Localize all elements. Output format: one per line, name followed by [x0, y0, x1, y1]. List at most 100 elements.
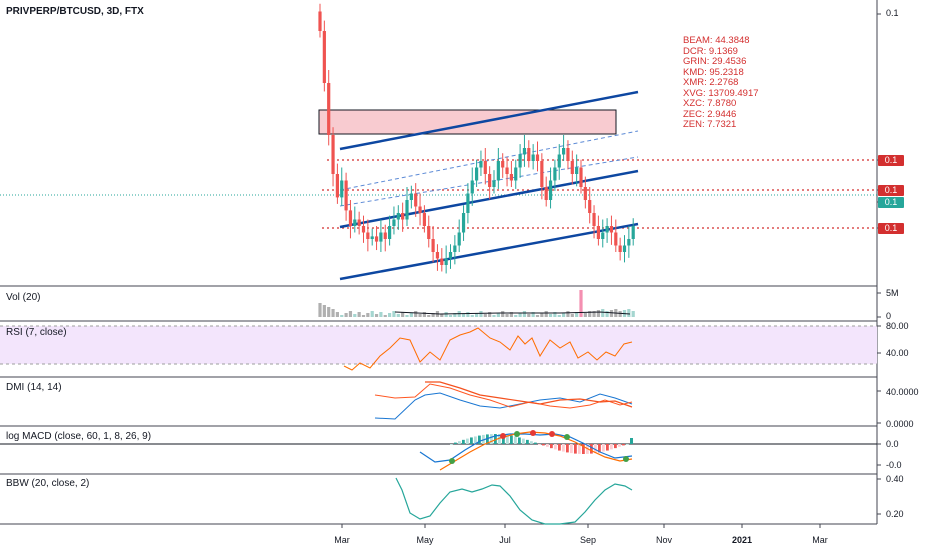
candle-body	[318, 11, 322, 31]
candle-body	[514, 167, 518, 181]
volume-ma-line	[394, 311, 631, 315]
price-tag-current: 0.1	[878, 197, 904, 208]
candle-body	[353, 219, 357, 226]
volume-bar	[605, 311, 609, 317]
candle-body	[492, 180, 496, 187]
candle-body	[392, 219, 396, 226]
volume-bar	[422, 312, 426, 317]
volume-bar	[631, 311, 635, 317]
volume-bar	[392, 311, 396, 317]
volume-bar	[461, 314, 466, 317]
macd-cross-marker	[549, 431, 555, 437]
annotation-line: XZC: 7.8780	[683, 98, 737, 109]
candle-body	[475, 167, 479, 181]
candle-body	[440, 258, 444, 265]
macd-histogram-bar	[466, 438, 469, 444]
volume-bar	[414, 311, 418, 317]
candle-body	[548, 180, 553, 200]
supply-zone-box	[318, 109, 617, 135]
macd-line	[419, 433, 633, 463]
volume-bar	[318, 303, 322, 317]
candle-body	[322, 31, 326, 83]
macd-histogram-bar	[574, 444, 577, 454]
time-axis-label-may: May	[416, 535, 434, 545]
volume-bar	[540, 313, 544, 317]
time-axis-label-2021: 2021	[731, 535, 753, 545]
macd-histogram-bar	[566, 444, 569, 453]
candle-body	[335, 174, 339, 198]
volume-bar	[548, 314, 553, 317]
macd-cross-marker	[623, 456, 629, 462]
price-axis-top-label: 0.1	[886, 8, 899, 18]
macd-cross-marker	[530, 430, 536, 436]
annotation-line: ZEC: 2.9446	[683, 108, 737, 120]
time-axis-label-mar-2021: Mar	[812, 535, 828, 545]
vol-axis-label-high: 5M	[886, 288, 899, 298]
candle-body	[340, 180, 344, 198]
macd-histogram-bar	[514, 436, 517, 444]
macd-cross-marker	[500, 433, 506, 439]
candle-body	[470, 180, 474, 194]
macd-histogram-bar	[458, 441, 461, 444]
vol-axis-label-low: 0	[886, 311, 892, 321]
rsi-axis-label-low: 40.00	[886, 348, 909, 358]
candle-body	[618, 245, 622, 252]
annotation-line: KMD: 95.2318	[683, 66, 744, 78]
candle-body	[579, 167, 583, 187]
volume-bar	[522, 311, 527, 317]
price-tag-level-3: 0.1	[878, 223, 904, 234]
candle-body	[592, 213, 596, 226]
annotation-line: DCR: 9.1369	[683, 45, 738, 57]
volume-bar	[340, 315, 344, 317]
macd-histogram-bar	[582, 444, 585, 454]
macd-histogram-bar	[590, 444, 593, 454]
volume-bar	[553, 312, 557, 317]
vol-pane-title: Vol (20)	[6, 292, 41, 303]
candle-body	[553, 167, 557, 181]
volume-bar	[448, 315, 453, 317]
candle-body	[431, 239, 435, 252]
symbol-title: PRIVPERP/BTCUSD, 3D, FTX	[6, 6, 144, 17]
macd-histogram-bar	[534, 442, 537, 444]
macd-histogram-bar	[618, 444, 621, 447]
candle-body	[583, 187, 587, 200]
volume-bar	[527, 314, 531, 317]
candle-body	[522, 148, 527, 155]
candle-body	[535, 154, 540, 161]
volume-bar	[509, 312, 513, 317]
macd-histogram-bar	[486, 434, 489, 444]
candle-body	[540, 161, 544, 187]
channel-lower-line	[339, 222, 639, 281]
candle-body	[605, 226, 609, 233]
volume-bar	[427, 315, 431, 317]
dmi-axis-label-low: 0.0000	[886, 419, 914, 429]
channel-dashed-upper	[339, 130, 639, 191]
candle-body	[453, 245, 457, 252]
volume-bar	[466, 312, 470, 317]
candle-body	[383, 232, 387, 239]
macd-histogram-bar	[490, 434, 493, 444]
volume-bar	[331, 309, 335, 317]
macd-histogram-bar	[538, 444, 541, 445]
candle-body	[627, 239, 631, 246]
candle-body	[370, 236, 374, 239]
bbw-pane-title: BBW (20, close, 2)	[6, 478, 90, 489]
candle-body	[588, 200, 592, 213]
candle-body	[409, 193, 413, 200]
candle-body	[601, 232, 605, 239]
macd-histogram-bar	[570, 444, 573, 454]
volume-bar	[588, 311, 592, 317]
candle-body	[366, 232, 370, 239]
candle-body	[505, 167, 509, 174]
price-tag-level-2: 0.1	[878, 185, 904, 196]
volume-bar	[505, 314, 509, 317]
macd-histogram-bar	[462, 439, 465, 444]
macd-histogram-bar	[450, 444, 453, 445]
volume-bar	[409, 313, 413, 317]
volume-bar	[370, 311, 374, 317]
macd-cross-marker	[449, 458, 455, 464]
candle-body	[544, 187, 548, 200]
macd-histogram-bar	[498, 434, 501, 444]
